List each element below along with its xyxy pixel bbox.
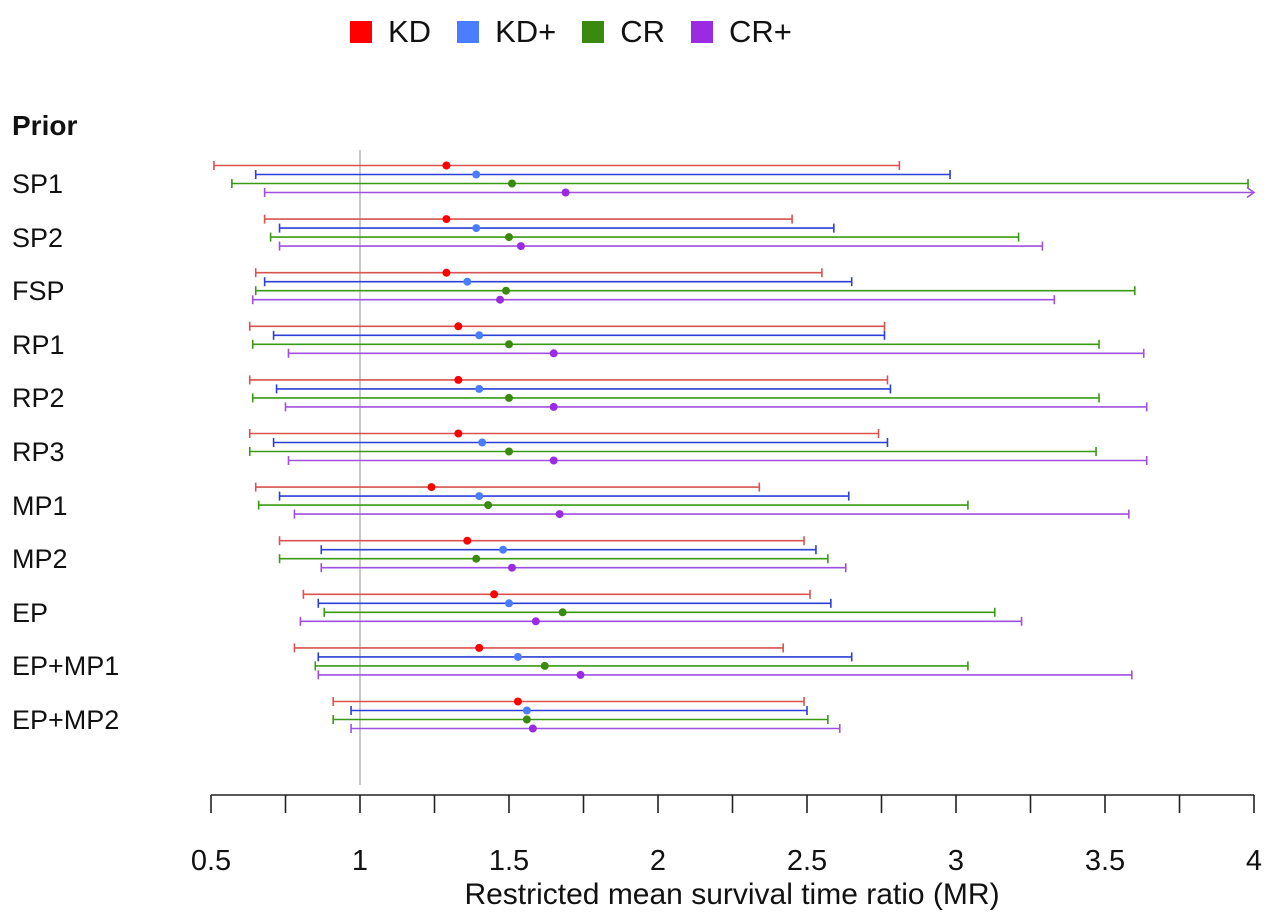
legend-swatch-cr [582,21,605,43]
interval-ep-plusmp2-kd-point [513,697,522,706]
interval-sp1-cr-point [507,179,516,188]
interval-rp3-cr-plus-point [549,456,558,465]
row-label-ep-plusmp2: EP+MP2 [12,705,120,735]
interval-rp1-cr-point [505,340,513,349]
interval-sp1-cr-plus-point [561,188,570,197]
legend-item-cr-plus: CR+ [691,14,792,50]
interval-ep-plusmp2-cr-point [522,715,531,724]
row-label-rp2: RP2 [12,383,65,414]
row-label-ep-plusmp1: EP+MP1 [12,651,120,682]
x-axis-title: Restricted mean survival time ratio (MR) [464,878,1000,911]
prior-header: Prior [12,110,78,141]
interval-rp1-kd-plus-point [475,331,484,340]
interval-mp1-cr-plus-point [555,510,564,519]
legend-swatch-cr-plus [691,21,714,43]
x-tick-label-3: 3 [948,845,964,877]
row-label-rp1: RP1 [12,329,65,360]
interval-ep-plusmp1-cr-point [540,661,549,670]
x-tick-label-1.5: 1.5 [489,845,529,877]
interval-ep-cr-plus-point [531,617,540,626]
legend-label-kd-plus: KD+ [495,14,557,49]
interval-mp2-cr-plus-point [507,563,516,572]
legend-swatch-kd-plus [457,21,480,43]
interval-sp2-kd-point [442,215,451,224]
interval-ep-cr-point [558,608,567,617]
interval-mp2-cr-point [472,554,481,563]
interval-mp2-kd-point [463,536,472,545]
interval-rp2-kd-plus-point [475,384,484,393]
interval-ep-plusmp2-kd-plus-point [522,706,531,715]
x-tick-label-4: 4 [1246,845,1262,877]
interval-mp2-kd-plus-point [499,545,508,554]
legend-swatch-kd [350,21,372,43]
interval-ep-plusmp1-kd-plus-point [513,652,522,661]
interval-rp3-cr-point [505,447,513,456]
interval-mp1-cr-point [484,501,493,510]
interval-rp3-kd-point [454,429,463,438]
interval-rp2-cr-point [505,393,513,402]
row-label-mp2: MP2 [12,544,68,575]
legend-item-kd-plus: KD+ [457,14,556,50]
legend-label-cr-plus: CR+ [729,14,792,49]
interval-sp2-kd-plus-point [472,224,481,233]
x-tick-label-0.5: 0.5 [191,845,231,877]
interval-ep-kd-plus-point [505,599,513,608]
interval-rp2-kd-point [454,375,463,384]
interval-rp1-kd-point [454,322,463,331]
interval-sp1-kd-plus-point [472,170,481,179]
interval-ep-plusmp2-cr-plus-point [528,724,537,733]
interval-sp1-kd-point [442,161,451,170]
legend-item-kd: KD [350,14,431,50]
interval-ep-kd-point [490,590,499,599]
row-label-mp1: MP1 [12,490,68,521]
interval-ep-plusmp1-kd-point [475,643,484,652]
legend-label-kd: KD [388,14,432,49]
row-label-sp1: SP1 [12,169,64,199]
interval-fsp-cr-plus-point [496,295,505,304]
interval-rp1-cr-plus-point [549,349,558,358]
x-tick-label-2.5: 2.5 [787,845,827,877]
interval-sp2-cr-plus-point [516,242,525,251]
interval-ep-plusmp1-cr-plus-point [576,670,585,679]
interval-rp3-kd-plus-point [478,438,487,447]
interval-sp1-cr-plus-arrow [1246,186,1256,199]
interval-sp2-cr-point [505,233,513,242]
interval-fsp-cr-point [502,286,511,295]
x-tick-label-3.5: 3.5 [1085,845,1125,877]
interval-mp1-kd-plus-point [475,492,484,501]
interval-mp1-kd-point [427,483,436,492]
interval-fsp-kd-point [442,268,451,277]
legend: KD KD+ CR CR+ [350,14,818,50]
row-label-sp2: SP2 [12,222,64,253]
interval-fsp-kd-plus-point [463,277,472,286]
x-tick-label-2: 2 [650,845,666,877]
legend-item-cr: CR [582,14,665,50]
x-tick-label-1: 1 [352,845,368,877]
row-label-ep: EP [12,597,49,628]
legend-label-cr: CR [620,14,666,49]
row-label-rp3: RP3 [12,437,65,467]
interval-rp2-cr-plus-point [549,402,558,411]
row-label-fsp: FSP [12,276,65,307]
